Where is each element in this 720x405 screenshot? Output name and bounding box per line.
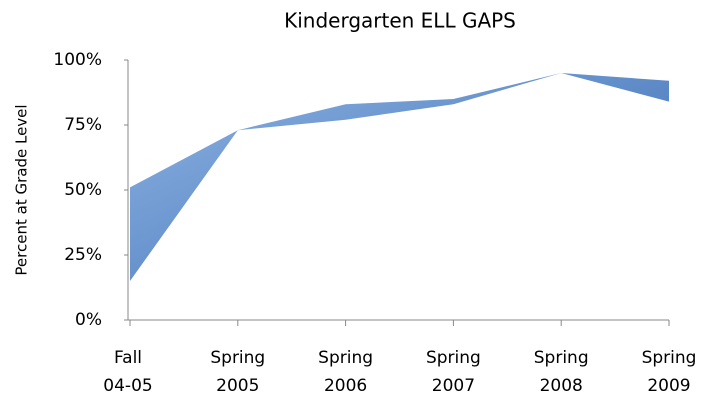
x-tick-label: 2005: [216, 376, 259, 396]
x-tick-label: Spring: [642, 348, 697, 368]
area: [130, 73, 669, 320]
x-tick-label: Spring: [426, 348, 481, 368]
x-tick-label: 2006: [324, 376, 367, 396]
x-tick-label: Spring: [318, 348, 373, 368]
x-tick-label: Fall: [114, 348, 142, 368]
chart-title: Kindergarten ELL GAPS: [284, 9, 516, 33]
y-tick-label: 50%: [64, 180, 102, 200]
y-tick-label: 25%: [64, 245, 102, 265]
x-tick-label: 04-05: [103, 376, 152, 396]
x-tick-label: 2008: [540, 376, 583, 396]
x-tick-label: Spring: [534, 348, 589, 368]
y-tick-label: 100%: [53, 50, 102, 70]
y-axis-label: Percent at Grade Level: [13, 104, 31, 275]
x-tick-label: 2007: [432, 376, 475, 396]
x-tick-label: 2009: [647, 376, 690, 396]
y-tick-label: 0%: [75, 310, 102, 330]
y-tick-label: 75%: [64, 115, 102, 135]
x-tick-label: Spring: [210, 348, 265, 368]
